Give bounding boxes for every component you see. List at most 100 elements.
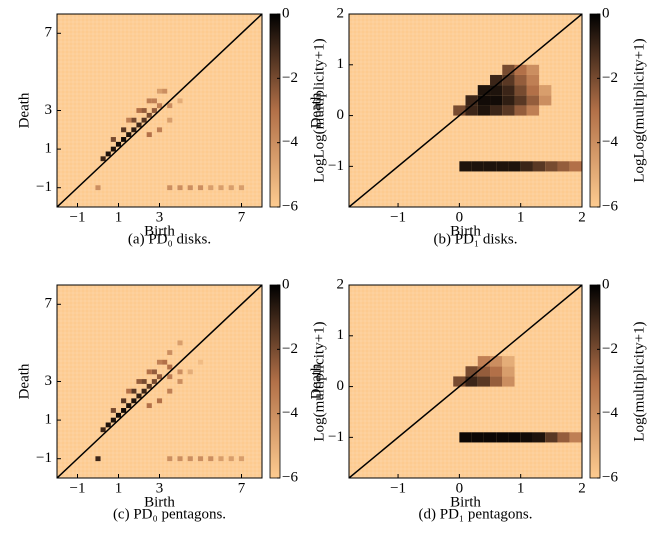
plot-frame bbox=[348, 13, 583, 208]
cell bbox=[187, 185, 193, 191]
cell bbox=[490, 74, 503, 86]
colorbar-tick-label: −6 bbox=[282, 198, 298, 214]
cell bbox=[167, 117, 173, 123]
cell bbox=[483, 161, 497, 172]
colorbar-tick-label: −6 bbox=[282, 469, 298, 485]
cell bbox=[177, 185, 183, 191]
cell bbox=[126, 403, 132, 409]
cell bbox=[156, 359, 163, 365]
x-tick-label: −1 bbox=[70, 209, 86, 225]
cell bbox=[218, 456, 224, 462]
x-axis-label: Birth bbox=[144, 223, 175, 239]
cell bbox=[459, 432, 472, 443]
colorbar-label: Log(multiplicity+1) bbox=[311, 321, 327, 441]
cell bbox=[465, 105, 478, 116]
cell bbox=[238, 185, 245, 191]
cell bbox=[146, 98, 152, 104]
y-tick-label: 3 bbox=[45, 373, 53, 389]
cell bbox=[508, 161, 521, 172]
colorbar bbox=[269, 284, 281, 479]
cell bbox=[514, 85, 527, 96]
cell bbox=[490, 356, 503, 367]
y-axis-label: Death bbox=[16, 92, 32, 128]
colorbar-tick-label: −4 bbox=[602, 405, 618, 421]
cell bbox=[208, 185, 214, 191]
cell bbox=[514, 95, 527, 106]
cell bbox=[110, 146, 116, 152]
y-tick-label: −1 bbox=[328, 429, 344, 445]
cell bbox=[110, 417, 116, 423]
cell bbox=[105, 151, 111, 157]
colorbar-tick-label: 0 bbox=[282, 276, 290, 292]
x-axis-label: Birth bbox=[450, 223, 481, 239]
cell bbox=[95, 456, 101, 462]
x-tick-label: 1 bbox=[115, 209, 123, 225]
cell bbox=[156, 398, 163, 404]
cell bbox=[569, 432, 582, 443]
cell bbox=[151, 369, 157, 375]
cell bbox=[187, 369, 193, 375]
cell bbox=[156, 374, 163, 380]
colorbar-tick-label: −2 bbox=[282, 70, 298, 86]
cell bbox=[539, 85, 552, 96]
cell bbox=[471, 161, 484, 172]
colorbar-label: LogLog(multiplicity+1) bbox=[631, 38, 647, 182]
cell bbox=[477, 356, 491, 367]
cell bbox=[465, 366, 478, 377]
cell bbox=[136, 393, 142, 399]
y-tick-label: 1 bbox=[337, 327, 345, 343]
x-tick-label: −1 bbox=[390, 480, 406, 496]
colorbar-tick-label: 0 bbox=[282, 5, 290, 21]
cell bbox=[490, 85, 503, 96]
cell bbox=[162, 88, 168, 94]
y-tick-label: 1 bbox=[45, 412, 53, 428]
cell bbox=[167, 185, 173, 191]
cell bbox=[532, 432, 546, 443]
cell bbox=[520, 161, 533, 172]
cell bbox=[162, 359, 168, 365]
cell bbox=[131, 127, 137, 133]
cell bbox=[526, 105, 540, 116]
y-tick-label: −1 bbox=[36, 450, 52, 466]
cell bbox=[490, 95, 503, 106]
cell bbox=[146, 132, 152, 138]
y-tick-label: 0 bbox=[337, 378, 345, 394]
colorbar-tick-label: −2 bbox=[282, 341, 298, 357]
y-tick-label: 2 bbox=[337, 5, 345, 21]
x-tick-label: −1 bbox=[70, 480, 86, 496]
cell bbox=[228, 185, 234, 191]
cell bbox=[532, 161, 546, 172]
caption: (c) PD₀ pentagons. bbox=[113, 506, 226, 522]
colorbar bbox=[589, 13, 601, 208]
cell bbox=[136, 122, 142, 128]
diagonal bbox=[349, 285, 582, 478]
cell bbox=[557, 161, 570, 172]
x-tick-label: 3 bbox=[156, 209, 164, 225]
cell bbox=[471, 432, 484, 443]
cell bbox=[520, 432, 533, 443]
cell bbox=[167, 364, 173, 370]
cell bbox=[110, 408, 116, 413]
cell bbox=[218, 185, 224, 191]
cell bbox=[95, 185, 101, 191]
cell bbox=[490, 366, 503, 377]
cell bbox=[197, 359, 204, 365]
x-tick-label: −1 bbox=[390, 209, 406, 225]
cell bbox=[477, 105, 491, 116]
cell bbox=[177, 379, 183, 384]
cell bbox=[126, 388, 132, 394]
cell bbox=[502, 105, 515, 116]
cell bbox=[514, 64, 527, 75]
x-tick-label: 7 bbox=[238, 480, 246, 496]
cell bbox=[131, 117, 137, 123]
diagonal bbox=[57, 14, 262, 207]
cell bbox=[453, 105, 466, 116]
x-tick-label: 1 bbox=[115, 480, 123, 496]
cell bbox=[141, 388, 147, 394]
cell bbox=[121, 127, 127, 133]
cell bbox=[477, 95, 491, 106]
cell bbox=[151, 108, 157, 113]
cell bbox=[514, 74, 527, 86]
